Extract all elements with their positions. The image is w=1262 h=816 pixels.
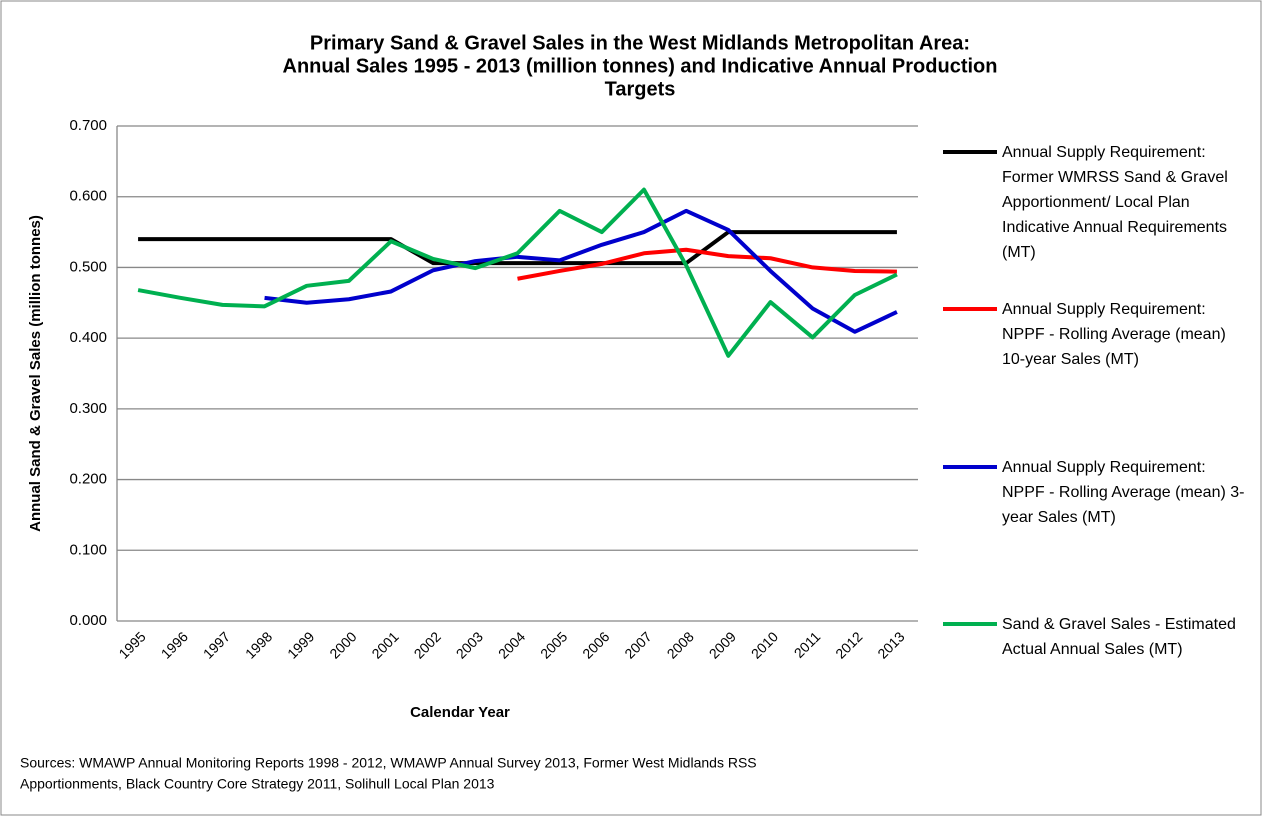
source-note: Apportionments, Black Country Core Strat… [20, 776, 495, 792]
series-line [137, 187, 898, 358]
y-tick-label: 0.700 [69, 117, 107, 134]
legend-label: Annual Supply Requirement: Former WMRSS … [1002, 144, 1228, 261]
y-tick-label: 0.000 [69, 612, 107, 629]
legend-label: Annual Supply Requirement: NPPF - Rollin… [1002, 301, 1226, 368]
y-tick-label: 0.300 [69, 400, 107, 417]
y-tick-label: 0.600 [69, 188, 107, 205]
series-line [138, 230, 897, 266]
y-tick-label: 0.400 [69, 329, 107, 346]
x-axis-label: Calendar Year [410, 704, 510, 721]
y-axis-label: Annual Sand & Gravel Sales (million tonn… [27, 215, 44, 532]
y-tick-label: 0.200 [69, 471, 107, 488]
chart-title: Primary Sand & Gravel Sales in the West … [310, 32, 970, 54]
source-note: Sources: WMAWP Annual Monitoring Reports… [20, 755, 757, 771]
series-line [264, 208, 898, 334]
legend-label: Annual Supply Requirement: NPPF - Rollin… [1002, 459, 1245, 526]
series-line [517, 247, 897, 281]
y-tick-label: 0.500 [69, 258, 107, 275]
legend-label: Sand & Gravel Sales - Estimated Actual A… [1002, 616, 1236, 658]
chart-title: Annual Sales 1995 - 2013 (million tonnes… [283, 55, 998, 77]
y-tick-label: 0.100 [69, 541, 107, 558]
chart-title: Targets [605, 78, 676, 100]
